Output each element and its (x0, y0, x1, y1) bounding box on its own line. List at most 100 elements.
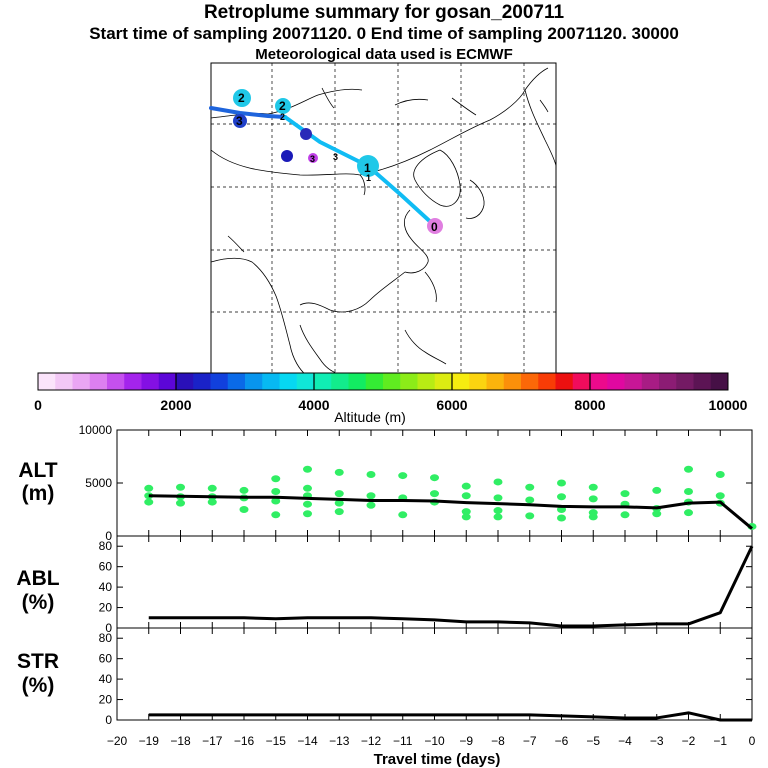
colorbar-cell (193, 373, 211, 390)
altitude-scatter-point (588, 483, 598, 491)
x-tick-label: 0 (749, 734, 756, 748)
colorbar-cell (400, 373, 418, 390)
series-line-abl (148, 545, 754, 628)
altitude-scatter-point (303, 500, 312, 508)
altitude-scatter-point (303, 510, 312, 518)
y-tick-label: 40 (99, 672, 113, 686)
colorbar-tick-label: 0 (34, 397, 42, 413)
colorbar-cell (693, 373, 712, 390)
altitude-scatter-point (684, 487, 693, 495)
altitude-scatter-point (271, 487, 281, 495)
colorbar-cell (572, 373, 591, 390)
colorbar-cell (452, 373, 470, 390)
colorbar-cell (641, 373, 660, 390)
altitude-scatter-point (334, 490, 344, 498)
colorbar-cell (469, 373, 487, 390)
altitude-scatter-point (366, 492, 376, 500)
colorbar-cell (124, 373, 142, 390)
altitude-scatter-point (239, 506, 249, 513)
series-line-str (148, 711, 752, 722)
str-panel-unit: (%) (22, 674, 55, 697)
x-tick-label: −11 (393, 734, 413, 748)
altitude-scatter-point (493, 507, 503, 515)
colorbar-cell (55, 373, 73, 390)
y-tick-label: 10000 (79, 423, 113, 437)
colorbar-cell (107, 373, 125, 390)
colorbar-cell (538, 373, 556, 390)
colorbar-cell (296, 373, 315, 390)
colorbar-cell (158, 373, 177, 390)
colorbar-cell (521, 373, 539, 390)
y-tick-label: 60 (99, 560, 113, 574)
y-tick-label: 60 (99, 652, 113, 666)
x-tick-label: −1 (713, 734, 727, 748)
chart-title: Retroplume summary for gosan_200711 (203, 2, 565, 23)
colorbar-tick-label: 6000 (436, 397, 467, 413)
x-tick-label: −12 (361, 734, 382, 748)
alt-panel-label: ALT (18, 459, 57, 482)
x-tick-label: −3 (650, 734, 664, 748)
altitude-scatter-point (493, 494, 503, 502)
altitude-scatter-point (461, 513, 471, 521)
trajectory-point (233, 89, 251, 107)
colorbar-tick-label: 10000 (709, 397, 748, 413)
y-tick-label: 20 (99, 693, 113, 707)
altitude-scatter-point (271, 511, 281, 519)
trajectory-label: 3 (333, 152, 338, 162)
x-tick-label: −8 (491, 734, 505, 748)
x-tick-label: −15 (266, 734, 287, 748)
y-tick-label: 80 (99, 539, 113, 553)
altitude-scatter-point (684, 509, 693, 517)
altitude-scatter-point (684, 465, 693, 473)
colorbar-cells (38, 373, 729, 390)
altitude-scatter-point (398, 472, 408, 480)
x-tick-label: −13 (329, 734, 350, 748)
altitude-scatter-point (461, 482, 471, 490)
colorbar-cell (710, 373, 729, 390)
colorbar-cell (314, 373, 332, 390)
trajectory-point (300, 128, 312, 140)
colorbar-label: Altitude (m) (334, 409, 406, 425)
sampling-period-line: Start time of sampling 20071120. 0 End t… (89, 24, 679, 43)
colorbar-cell (38, 373, 56, 390)
x-tick-label: −18 (170, 734, 191, 748)
trajectory-point (233, 114, 247, 128)
altitude-scatter-point (525, 496, 535, 504)
colorbar: 0 2000 4000 6000 8000 10000 Altitude (m) (34, 372, 748, 425)
colorbar-cell (176, 373, 194, 390)
coastlines (210, 67, 557, 376)
colorbar-cell (434, 373, 453, 390)
trajectory-label: 0 (431, 220, 438, 234)
colorbar-tick-label: 4000 (298, 397, 329, 413)
colorbar-cell (417, 373, 436, 390)
colorbar-cell (590, 373, 608, 390)
colorbar-cell (262, 373, 280, 390)
colorbar-cell (245, 373, 263, 390)
altitude-scatter-point (366, 471, 376, 479)
colorbar-cell (72, 373, 91, 390)
trajectory-point (281, 150, 293, 162)
y-tick-label: 80 (99, 631, 113, 645)
abl-panel-label: ABL (16, 567, 59, 590)
trajectory-point (275, 98, 291, 114)
trajectory-point (308, 153, 318, 163)
trajectory-point (357, 155, 379, 177)
colorbar-cell (659, 373, 677, 390)
altitude-scatter-point (620, 490, 630, 498)
panel-alt: 0 5000 10000 (79, 423, 757, 543)
x-axis-label: Travel time (days) (374, 751, 501, 768)
altitude-scatter-point (525, 512, 535, 520)
altitude-scatter-point (557, 479, 566, 487)
colorbar-cell (365, 373, 384, 390)
trajectory-label: 1 (366, 173, 371, 183)
altitude-scatter-point (207, 484, 217, 492)
map-frame (210, 62, 557, 376)
met-data-line: Meteorological data used is ECMWF (255, 46, 513, 63)
x-tick-label: −16 (234, 734, 255, 748)
str-panel-label: STR (17, 650, 59, 673)
trajectory-line-dark (209, 106, 287, 119)
altitude-scatter-point (652, 486, 662, 494)
altitude-scatter-point (430, 474, 439, 482)
x-tick-label: −7 (523, 734, 537, 748)
